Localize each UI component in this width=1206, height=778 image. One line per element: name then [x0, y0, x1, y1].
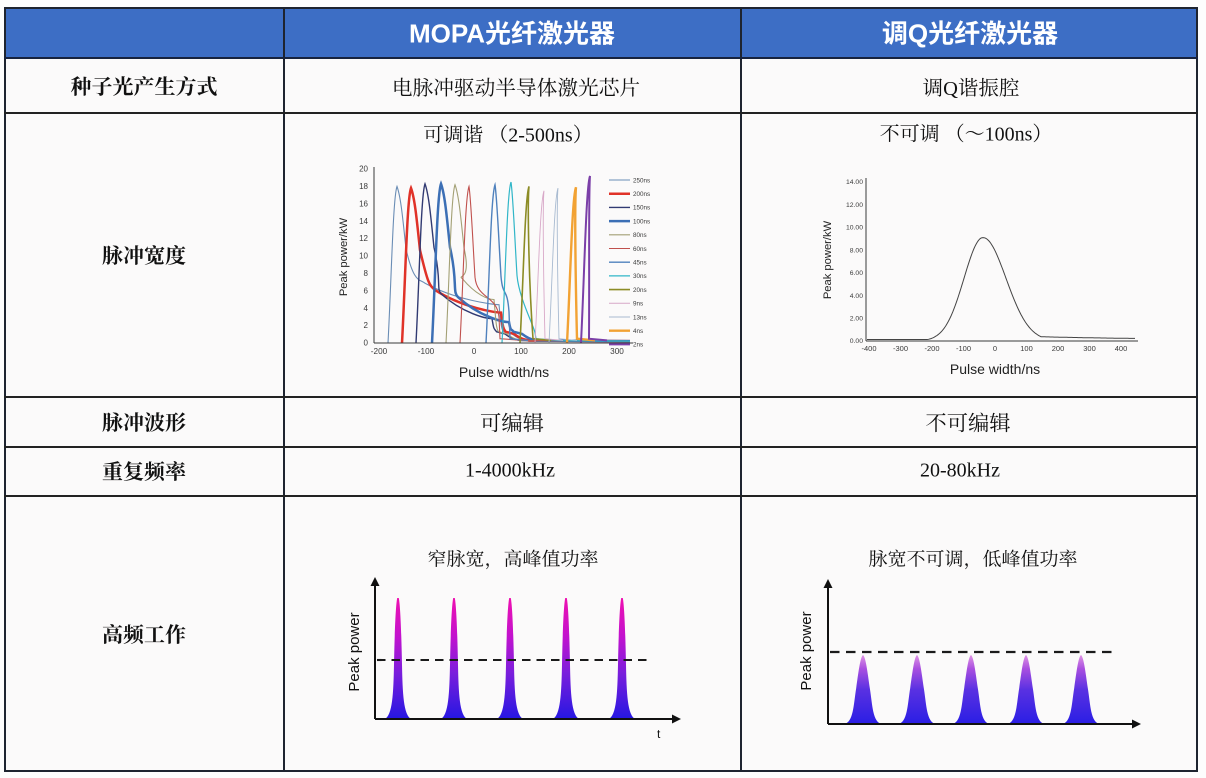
svg-text:60ns: 60ns [633, 246, 647, 253]
svg-text:18: 18 [359, 182, 368, 191]
svg-text:8: 8 [364, 269, 369, 278]
svg-text:10: 10 [359, 252, 368, 261]
svg-text:300: 300 [610, 347, 624, 356]
svg-text:100: 100 [514, 347, 528, 356]
svg-text:200: 200 [562, 347, 576, 356]
svg-text:t: t [657, 727, 661, 741]
svg-text:4: 4 [364, 304, 369, 313]
svg-text:0: 0 [364, 339, 369, 348]
svg-text:45ns: 45ns [633, 260, 647, 267]
svg-text:12: 12 [359, 234, 368, 243]
svg-text:4.00: 4.00 [850, 293, 863, 300]
svg-text:-200: -200 [924, 344, 939, 353]
svg-text:2: 2 [364, 321, 369, 330]
svg-text:100ns: 100ns [633, 218, 650, 225]
svg-text:0: 0 [472, 347, 477, 356]
svg-text:-100: -100 [956, 344, 971, 353]
svg-text:-400: -400 [861, 344, 876, 353]
svg-text:8.00: 8.00 [850, 247, 863, 254]
svg-text:13ns: 13ns [633, 314, 647, 321]
svg-text:80ns: 80ns [633, 232, 647, 239]
svg-text:16: 16 [359, 199, 368, 208]
svg-text:2ns: 2ns [633, 342, 643, 349]
svg-text:20ns: 20ns [633, 287, 647, 294]
svg-text:0.00: 0.00 [850, 338, 863, 345]
svg-text:150ns: 150ns [633, 205, 650, 212]
svg-text:2.00: 2.00 [850, 316, 863, 323]
svg-text:20: 20 [359, 165, 368, 174]
svg-text:100: 100 [1020, 344, 1033, 353]
svg-text:Pulse width/ns: Pulse width/ns [950, 361, 1040, 377]
svg-text:Peak power/kW: Peak power/kW [822, 220, 834, 299]
svg-text:9ns: 9ns [633, 301, 643, 308]
svg-text:200: 200 [1052, 344, 1065, 353]
svg-text:Peak power: Peak power [346, 612, 363, 691]
svg-text:-200: -200 [371, 347, 388, 356]
svg-text:10.00: 10.00 [846, 225, 863, 232]
svg-text:Peak power: Peak power [798, 611, 815, 690]
svg-text:14: 14 [359, 217, 368, 226]
svg-text:4ns: 4ns [633, 328, 643, 335]
svg-text:200ns: 200ns [633, 191, 650, 198]
svg-text:6.00: 6.00 [850, 270, 863, 277]
svg-text:400: 400 [1115, 344, 1128, 353]
svg-text:0: 0 [993, 344, 997, 353]
svg-text:300: 300 [1083, 344, 1096, 353]
svg-text:Pulse width/ns: Pulse width/ns [459, 364, 549, 380]
svg-text:-100: -100 [418, 347, 435, 356]
svg-text:30ns: 30ns [633, 273, 647, 280]
svg-text:250ns: 250ns [633, 177, 650, 184]
svg-text:6: 6 [364, 286, 369, 295]
svg-text:-300: -300 [893, 344, 908, 353]
svg-text:14.00: 14.00 [846, 179, 863, 186]
svg-text:Peak power/kW: Peak power/kW [338, 217, 350, 296]
svg-text:12.00: 12.00 [846, 202, 863, 209]
